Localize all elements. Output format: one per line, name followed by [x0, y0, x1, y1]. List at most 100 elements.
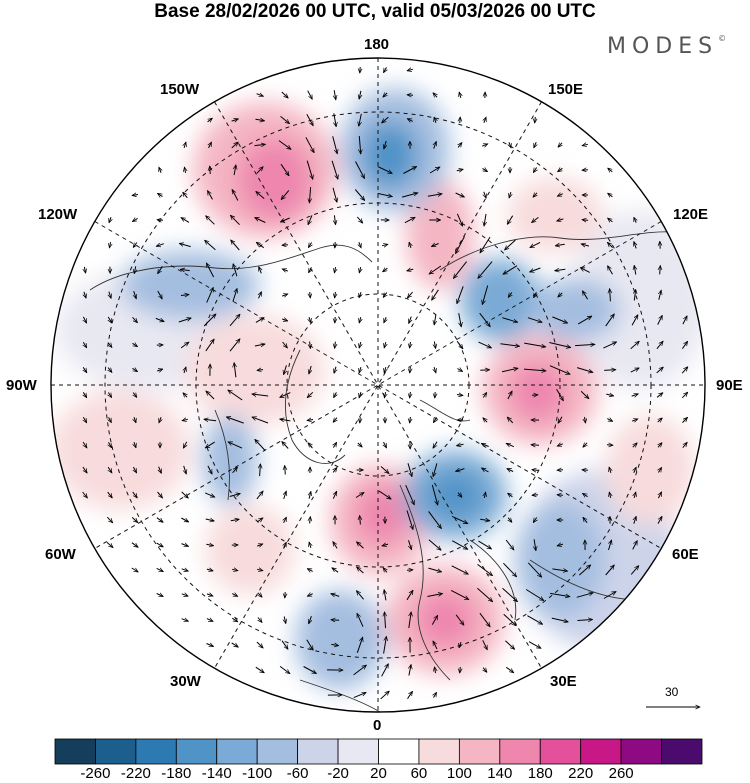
wind-arrow: [109, 217, 111, 223]
wind-arrow: [256, 569, 263, 570]
wind-arrow: [576, 593, 593, 598]
lon-label-150e: 150E: [548, 81, 584, 98]
graticule: [51, 58, 705, 712]
wind-arrow: [405, 484, 415, 505]
wind-arrow: [134, 291, 137, 299]
wind-arrow: [604, 370, 616, 371]
wind-arrow: [558, 168, 563, 171]
colorbar-tick-label: 180: [527, 765, 553, 782]
wind-arrow: [131, 542, 138, 548]
wind-arrow: [580, 267, 590, 273]
wind-arrow: [682, 417, 688, 423]
wind-arrow: [303, 666, 317, 674]
wind-arrow: [359, 136, 360, 154]
colorbar-swatch: [458, 738, 501, 765]
wind-arrow: [181, 619, 189, 622]
wind-arrow: [659, 290, 661, 300]
wind-arrow: [180, 269, 190, 270]
wind-arrow: [634, 467, 637, 473]
wind-arrow: [410, 416, 411, 423]
colorbar-swatch: [297, 738, 339, 765]
wind-arrow: [306, 113, 314, 126]
wind-arrow: [280, 419, 291, 421]
wind-arrow: [434, 692, 437, 698]
colorbar-tick-label: -220: [120, 765, 151, 782]
wind-arrow: [260, 464, 261, 477]
wind-arrow: [456, 213, 464, 226]
wind-arrow: [380, 691, 390, 700]
wind-arrow: [576, 367, 593, 373]
colorbar-swatch: [378, 738, 420, 765]
wind-arrow: [505, 239, 516, 250]
wind-arrow: [533, 142, 536, 148]
wind-arrow: [384, 590, 386, 601]
wind-arrow: [133, 466, 138, 473]
wind-arrow: [477, 563, 493, 575]
wind-arrow: [256, 518, 263, 523]
wind-arrow: [406, 510, 413, 530]
wind-arrow: [108, 392, 111, 398]
wind-arrow: [359, 292, 361, 298]
wind-arrow: [282, 442, 289, 449]
wind-arrow: [631, 315, 639, 326]
lon-label-30e: 30E: [550, 673, 577, 690]
wind-arrow: [428, 567, 441, 572]
colorbar-swatch: [135, 738, 177, 765]
wind-arrow: [657, 315, 663, 325]
wind-arrow: [256, 94, 264, 97]
wind-arrow: [132, 218, 138, 221]
wind-arrow: [256, 641, 263, 648]
wind-arrow: [157, 491, 163, 498]
wind-arrow: [184, 167, 185, 174]
lon-label-180: 180: [364, 36, 390, 53]
wind-arrow: [382, 116, 389, 123]
wind-arrow: [280, 392, 291, 398]
wind-arrow: [431, 244, 439, 247]
wind-arrow: [308, 267, 312, 272]
wind-arrow: [433, 417, 436, 422]
wind-arrow: [331, 160, 338, 179]
colorbar-tick-label: 220: [568, 765, 594, 782]
wind-arrow: [410, 366, 411, 373]
wind-arrow: [484, 492, 485, 499]
wind-arrow: [483, 393, 486, 398]
wind-arrow: [482, 168, 488, 171]
wind-arrow: [231, 190, 239, 201]
wind-arrow: [508, 517, 512, 523]
colorbar-swatch: [661, 738, 703, 765]
wind-arrow: [258, 617, 262, 623]
lon-label-120w: 120W: [38, 206, 78, 223]
wind-arrow: [134, 417, 136, 423]
wind-arrow: [434, 315, 436, 325]
wind-arrow: [206, 287, 214, 303]
wind-arrow: [108, 342, 112, 348]
wind-arrow: [82, 491, 88, 498]
wind-arrow: [353, 691, 366, 699]
wind-arrow: [479, 312, 491, 327]
wind-arrow: [681, 367, 688, 374]
map-title: Base 28/02/2026 00 UTC, valid 05/03/2026…: [154, 1, 596, 22]
wind-arrow: [157, 220, 164, 221]
wind-arrow: [582, 144, 589, 145]
wind-arrow: [429, 265, 442, 274]
colorbar-tick-label: 260: [608, 765, 634, 782]
wind-arrow: [252, 417, 269, 424]
wind-arrow: [484, 191, 486, 198]
wind-arrow: [656, 367, 664, 374]
wind-arrow: [480, 236, 491, 253]
wind-arrow: [309, 616, 312, 624]
wind-arrow: [606, 394, 613, 396]
wind-arrow: [282, 341, 288, 348]
wind-arrow: [656, 393, 663, 398]
wind-arrow: [523, 369, 546, 371]
wind-arrow: [384, 366, 386, 373]
wind-arrow: [333, 417, 337, 423]
colorbar-swatch: [539, 738, 582, 765]
wind-arrow: [431, 484, 437, 505]
wind-arrow: [206, 391, 215, 400]
wind-arrow: [482, 143, 488, 146]
wind-arrow: [205, 263, 215, 278]
wind-arrow: [206, 216, 215, 225]
wind-arrow: [181, 218, 190, 223]
wind-arrow: [109, 442, 112, 447]
